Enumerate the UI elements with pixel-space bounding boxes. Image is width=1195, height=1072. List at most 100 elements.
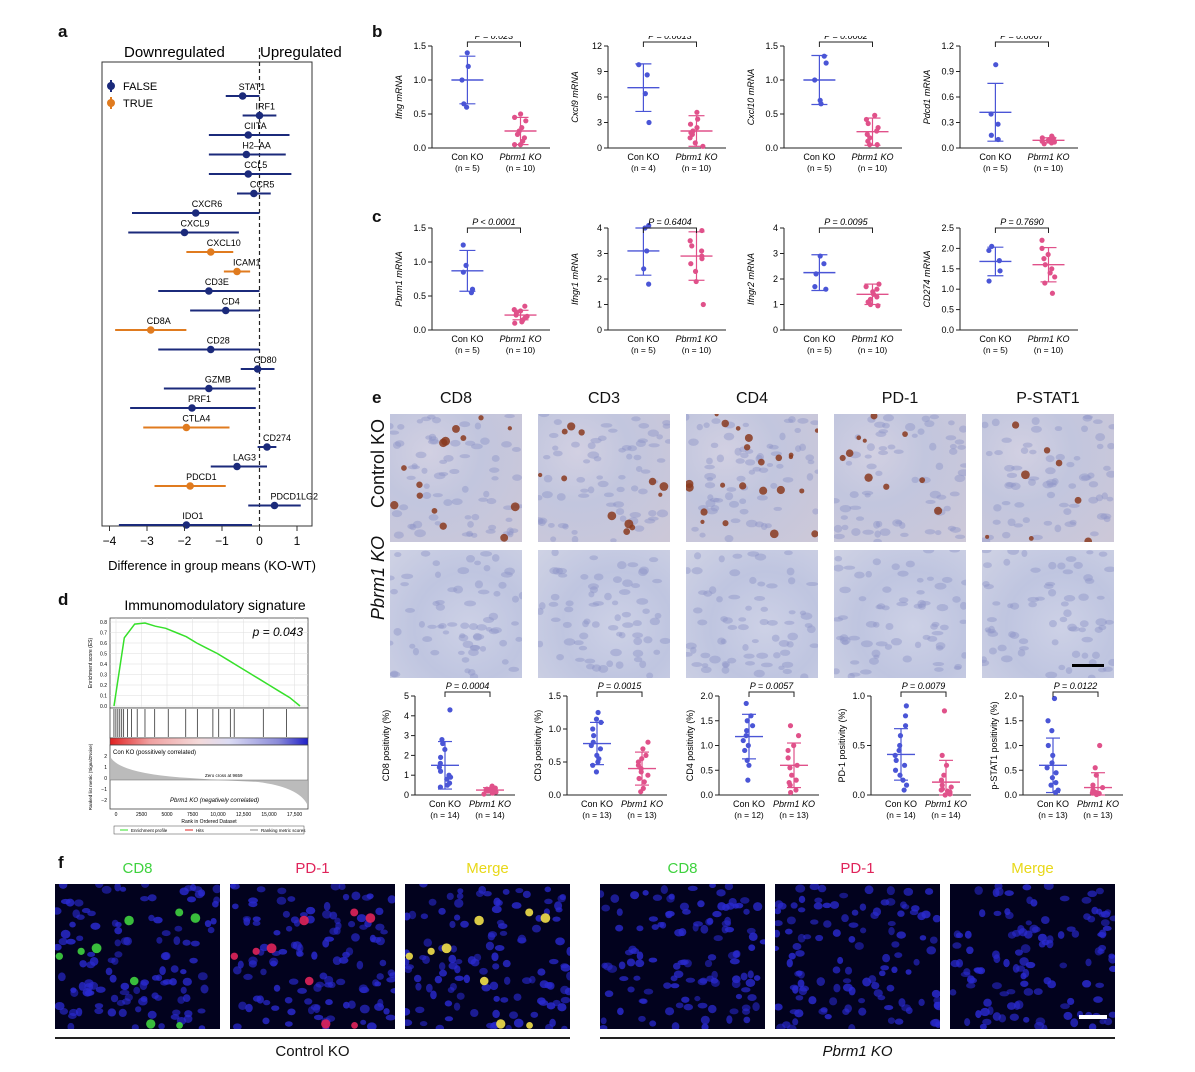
p-value: P < 0.0001	[472, 218, 515, 227]
nucleus	[656, 458, 666, 463]
dapi-nucleus	[560, 985, 570, 995]
gsea-legend-label: Ranking metric scores	[261, 828, 306, 833]
dapi-nucleus	[859, 903, 867, 911]
gene-label-PDCD1: PDCD1	[186, 472, 217, 482]
ytick-label: 0.5	[413, 109, 426, 119]
dapi-nucleus	[276, 896, 287, 905]
nucleus	[1078, 473, 1091, 482]
dapi-nucleus	[387, 895, 395, 904]
dapi-nucleus	[784, 928, 793, 935]
nucleus	[552, 567, 564, 575]
positive-cell	[629, 524, 636, 531]
nucleus	[836, 635, 845, 641]
nucleus	[760, 522, 768, 531]
data-point	[821, 53, 827, 59]
nucleus	[1083, 414, 1093, 420]
data-point	[641, 779, 647, 785]
nucleus	[1049, 620, 1057, 628]
dapi-nucleus	[963, 968, 971, 976]
nucleus	[953, 665, 962, 670]
dapi-nucleus	[444, 1016, 454, 1022]
dapi-nucleus	[109, 974, 117, 983]
dapi-nucleus	[169, 978, 177, 986]
group-label: Con KO	[451, 152, 483, 162]
dapi-nucleus	[297, 987, 307, 994]
nucleus	[705, 499, 716, 508]
dapi-nucleus	[454, 898, 464, 908]
nucleus	[709, 655, 721, 664]
ihc-image-pbrm1-cd3	[538, 550, 670, 678]
nucleus	[806, 473, 814, 481]
xaxis-label: Difference in group means (KO-WT)	[108, 558, 316, 573]
dapi-nucleus	[347, 1000, 356, 1009]
positive-cell	[839, 454, 846, 462]
data-point	[745, 777, 751, 783]
estimate-PDCD1	[186, 482, 194, 490]
dapi-nucleus	[995, 887, 1004, 897]
x-tick: 10,000	[210, 812, 226, 818]
dapi-nucleus	[182, 939, 191, 946]
nucleus	[617, 561, 627, 570]
dapi-nucleus	[499, 930, 508, 936]
dapi-nucleus	[423, 938, 433, 947]
nucleus	[1045, 455, 1055, 463]
data-point	[821, 261, 827, 267]
dapi-nucleus	[601, 904, 611, 912]
group-underline	[600, 1037, 1115, 1039]
dotplot-p-stat1-positivity-: 0.00.51.01.52.0p-STAT1 positivity (%)Con…	[989, 681, 1123, 820]
dapi-nucleus	[678, 928, 687, 937]
positive-cell	[561, 475, 568, 482]
nucleus	[637, 438, 648, 444]
group-n: (n = 10)	[1034, 345, 1064, 355]
nucleus	[590, 437, 602, 444]
nucleus	[722, 617, 733, 624]
nucleus	[583, 459, 591, 464]
dapi-nucleus	[374, 981, 382, 987]
data-point	[692, 268, 699, 274]
nucleus	[706, 507, 718, 515]
nucleus	[834, 533, 845, 540]
data-point	[787, 723, 794, 729]
nucleus	[483, 490, 490, 498]
positive-cell	[1084, 537, 1093, 542]
nucleus	[949, 526, 961, 533]
nucleus	[787, 632, 798, 641]
positive-cell	[91, 943, 102, 954]
nucleus	[686, 651, 693, 657]
dapi-nucleus	[60, 898, 71, 905]
dapi-nucleus	[626, 958, 636, 967]
group-underline	[55, 1037, 570, 1039]
nucleus	[730, 518, 741, 524]
nucleus	[1082, 414, 1093, 422]
dapi-nucleus	[140, 979, 149, 986]
data-point	[742, 747, 748, 754]
nucleus	[442, 630, 450, 635]
dapi-nucleus	[561, 1025, 568, 1029]
dapi-nucleus	[238, 1001, 247, 1010]
dapi-nucleus	[815, 934, 824, 942]
nucleus	[1051, 639, 1059, 646]
nucleus	[959, 463, 966, 468]
dapi-nucleus	[156, 937, 163, 944]
nucleus	[1083, 574, 1093, 582]
group-n: (n = 5)	[983, 163, 1008, 173]
nucleus	[437, 624, 445, 629]
group-label: Con KO	[627, 334, 659, 344]
estimate-CXCR6	[191, 209, 200, 217]
data-point	[743, 700, 749, 707]
estimate-GZMB	[205, 384, 213, 393]
nucleus	[872, 621, 880, 628]
dapi-nucleus	[356, 960, 364, 970]
nucleus	[732, 553, 743, 559]
rank-metric-positive	[111, 758, 218, 780]
group-n: (n = 14)	[886, 810, 916, 820]
nucleus	[988, 625, 995, 634]
x-tick: 12,500	[236, 812, 252, 818]
gsea-legend-box	[113, 825, 305, 835]
if-image-control-cd8	[55, 884, 220, 1029]
xtick-label-0: −4	[103, 534, 117, 548]
dapi-nucleus	[848, 935, 856, 943]
es-tick: 0.5	[100, 652, 107, 658]
nucleus	[611, 600, 619, 606]
dapi-nucleus	[973, 967, 983, 973]
